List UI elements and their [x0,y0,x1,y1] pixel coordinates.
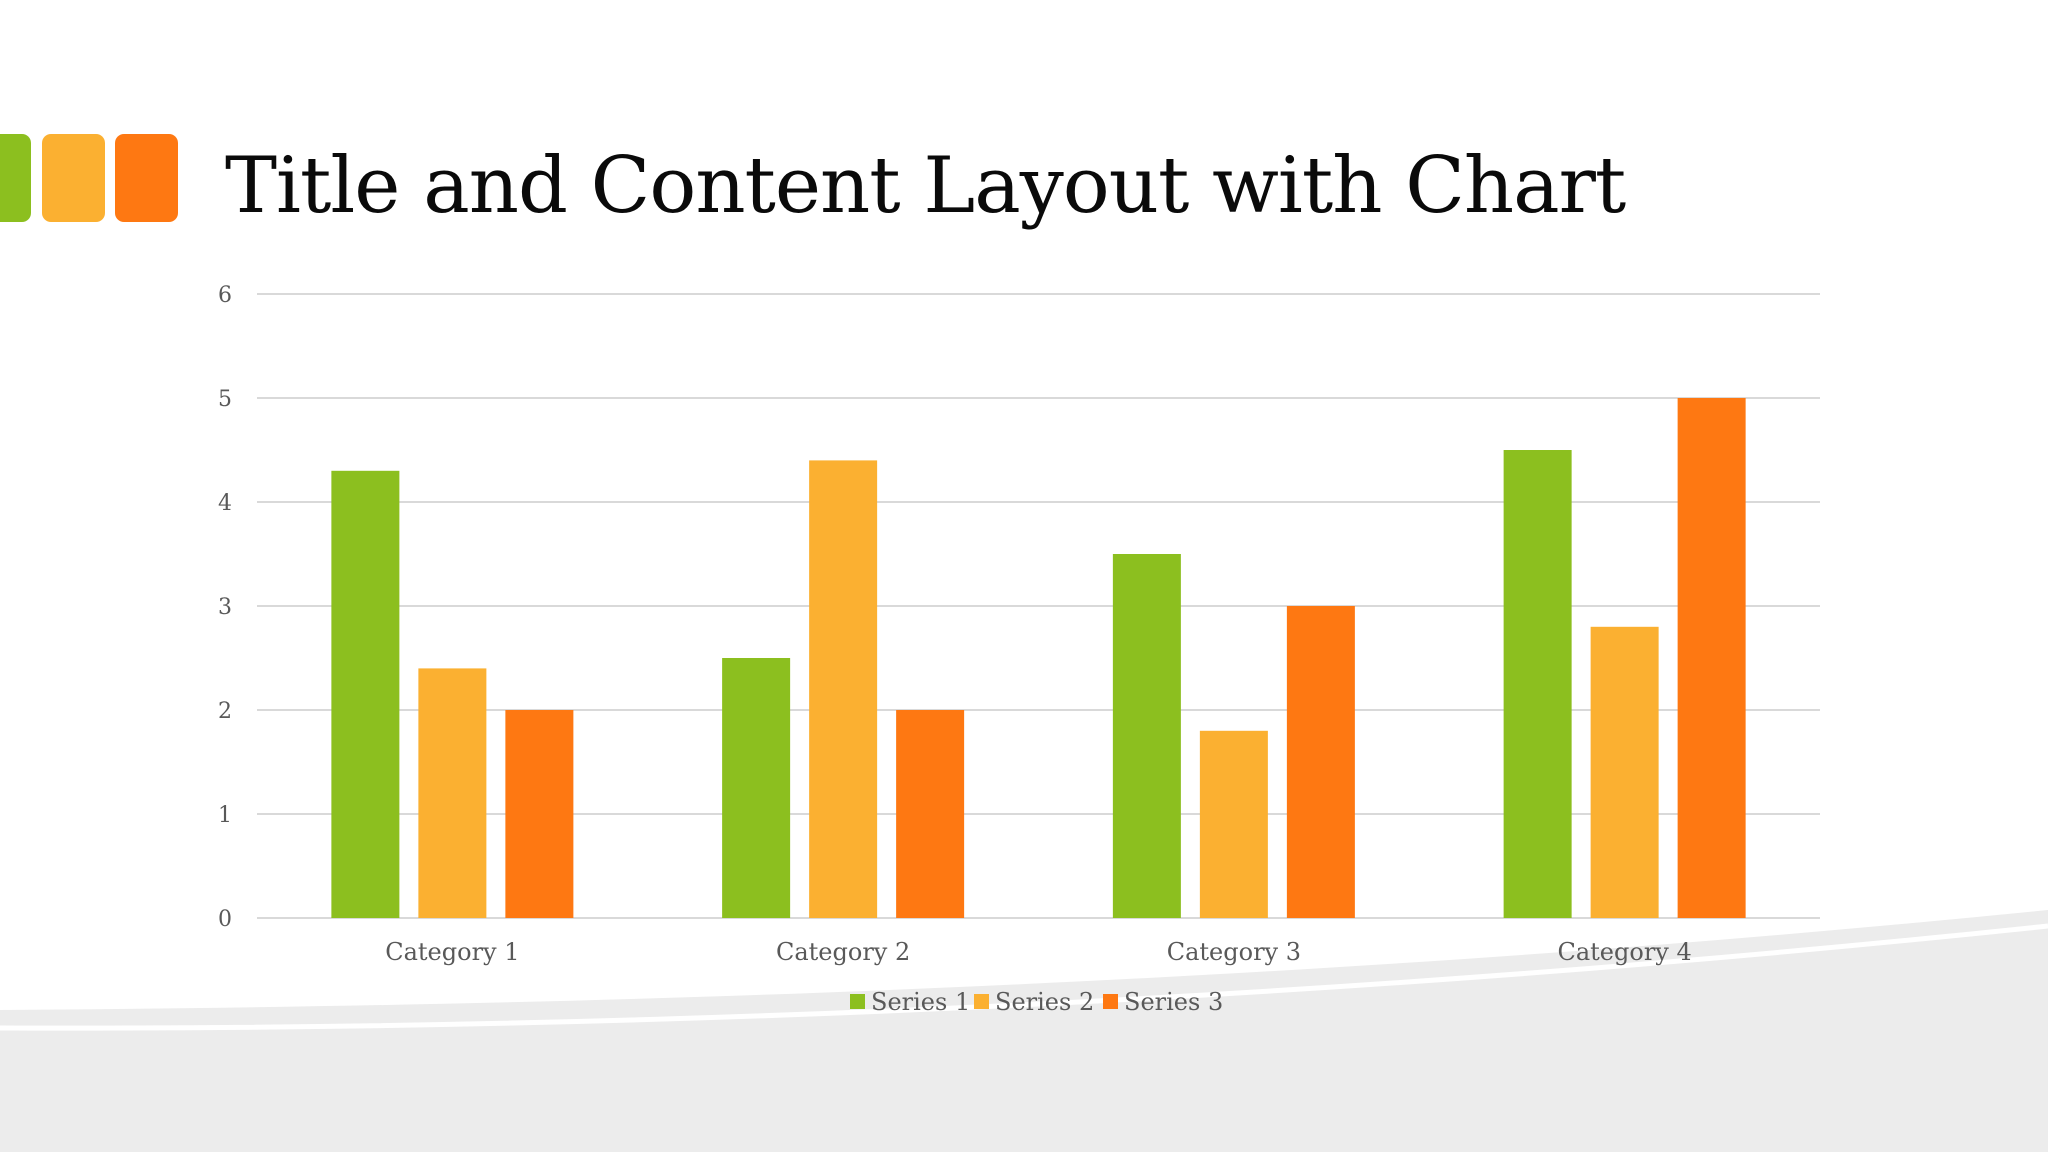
bar-series-3-category-1 [505,710,574,918]
x-category-label: Category 3 [1167,938,1301,966]
y-tick-label: 2 [218,699,232,724]
x-category-label: Category 4 [1557,938,1691,966]
chart-legend: Series 1 Series 2 Series 3 [850,988,1223,1016]
y-tick-label: 1 [218,803,232,828]
y-tick-label: 6 [218,283,232,308]
bar-series-3-category-4 [1677,398,1746,918]
bar-series-1-category-2 [722,658,791,918]
y-tick-label: 0 [218,907,232,932]
legend-swatch [974,994,989,1009]
y-tick-label: 3 [218,595,232,620]
y-tick-label: 4 [218,491,232,516]
chart-x-axis: Category 1 Category 2 Category 3 Category 4 [385,938,1692,966]
bar-series-2-category-3 [1199,730,1268,918]
y-tick-label: 5 [218,387,232,412]
x-category-label: Category 2 [776,938,910,966]
bar-series-1-category-3 [1112,554,1181,918]
bar-series-2-category-2 [809,460,878,918]
slide-title: Title and Content Layout with Chart [225,141,1626,231]
bar-series-1-category-4 [1503,450,1572,918]
legend-label: Series 1 [871,988,970,1016]
legend-swatch [850,994,865,1009]
bar-series-3-category-2 [896,710,965,918]
legend-label: Series 3 [1124,988,1223,1016]
legend-label: Series 2 [995,988,1094,1016]
accent-square-green [0,134,31,222]
bar-series-3-category-3 [1286,606,1355,918]
bar-series-1-category-1 [331,470,400,918]
chart-bars [331,398,1746,918]
x-category-label: Category 1 [385,938,519,966]
chart-y-axis: 0 1 2 3 4 5 6 [218,283,232,932]
bar-series-2-category-4 [1590,626,1659,918]
chart-gridlines [257,293,1820,919]
accent-square-yellow [42,134,105,222]
legend-swatch [1103,994,1118,1009]
accent-square-orange [115,134,178,222]
bar-series-2-category-1 [418,668,487,918]
